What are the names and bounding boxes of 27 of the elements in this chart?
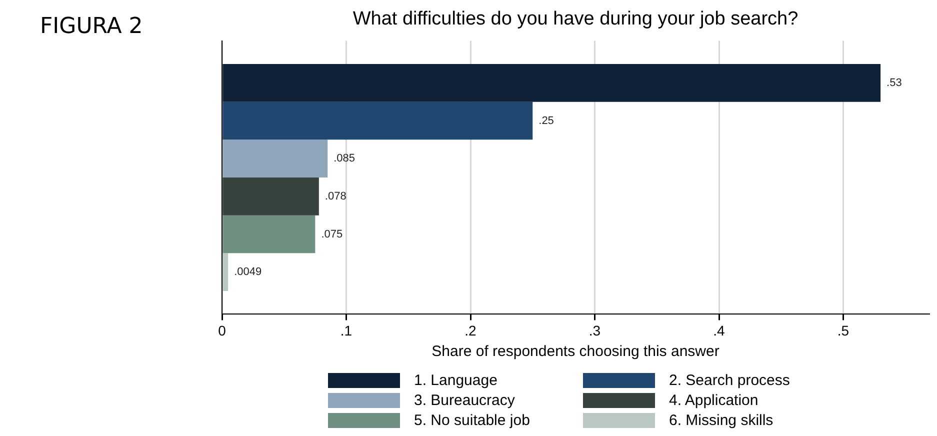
legend-label: 3. Bureaucracy	[414, 392, 515, 409]
text: FIGURA 2	[40, 14, 143, 39]
bar	[222, 215, 316, 254]
data-label: .53	[886, 76, 902, 89]
legend-label: 6. Missing skills	[669, 412, 774, 429]
bar	[222, 253, 228, 291]
data-label: .075	[321, 228, 343, 240]
data-label: .0049	[234, 266, 262, 278]
data-label: .085	[334, 152, 356, 165]
x-tick-label: .3	[588, 322, 601, 338]
data-label: .25	[538, 114, 554, 127]
x-tick-label: .1	[340, 322, 352, 338]
x-tick-label: .2	[464, 322, 477, 338]
bar	[222, 64, 881, 102]
bar	[222, 102, 533, 140]
x-tick-label: 0	[218, 322, 226, 338]
legend-label: 5. No suitable job	[414, 412, 530, 429]
legend-label: 2. Search process	[669, 372, 790, 389]
chart-title: What difficulties do you have during your job search?	[352, 8, 798, 30]
x-tick-label: .4	[713, 322, 726, 338]
legend-label: 4. Application	[669, 392, 758, 409]
x-tick-label: .5	[837, 322, 850, 338]
legend-label: 1. Language	[414, 372, 498, 389]
bar	[222, 178, 319, 216]
x-axis-title: Share of respondents choosing this answer	[432, 343, 720, 360]
data-label: .078	[324, 190, 346, 202]
bar	[222, 140, 328, 178]
